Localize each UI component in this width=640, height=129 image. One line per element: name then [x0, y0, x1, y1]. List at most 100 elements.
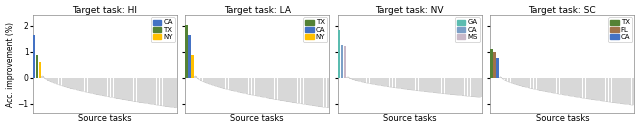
Title: Target task: SC: Target task: SC [529, 6, 596, 15]
Bar [188, 35, 191, 78]
Bar [349, 78, 352, 79]
Bar [528, 78, 531, 88]
Bar [203, 78, 205, 82]
Bar [76, 78, 79, 90]
Bar [355, 78, 358, 81]
Bar [113, 78, 116, 98]
Bar [499, 77, 502, 78]
Bar [540, 78, 542, 91]
Bar [47, 78, 50, 81]
Bar [557, 78, 559, 94]
Bar [534, 78, 536, 89]
Title: Target task: HI: Target task: HI [72, 6, 137, 15]
Bar [140, 78, 142, 103]
Bar [168, 78, 171, 107]
Bar [618, 78, 620, 103]
Bar [580, 78, 582, 98]
Bar [44, 78, 47, 79]
Bar [303, 78, 306, 104]
X-axis label: Source tasks: Source tasks [230, 114, 284, 123]
Bar [284, 78, 286, 101]
Bar [468, 78, 470, 96]
Bar [211, 78, 214, 85]
Bar [390, 78, 392, 87]
Bar [96, 78, 99, 95]
Bar [67, 78, 70, 88]
Bar [433, 78, 436, 93]
Bar [531, 78, 533, 89]
Bar [439, 78, 442, 93]
Legend: CA, TX, NY: CA, TX, NY [150, 17, 175, 42]
Bar [378, 78, 381, 85]
Bar [422, 78, 424, 91]
Bar [588, 78, 591, 99]
Bar [163, 78, 165, 106]
Bar [545, 78, 548, 92]
Bar [42, 76, 44, 78]
Bar [516, 78, 519, 85]
Bar [105, 78, 108, 96]
Bar [436, 78, 438, 93]
Bar [116, 78, 119, 99]
Bar [381, 78, 384, 86]
Bar [522, 78, 525, 87]
Bar [626, 78, 628, 104]
Bar [136, 78, 139, 102]
Bar [430, 78, 433, 92]
Bar [90, 78, 93, 93]
Bar [119, 78, 122, 99]
Bar [574, 78, 577, 97]
Bar [493, 52, 496, 78]
Bar [321, 78, 323, 107]
Bar [340, 45, 343, 78]
Bar [73, 78, 76, 89]
Bar [456, 78, 459, 95]
Bar [298, 78, 300, 103]
Bar [237, 78, 240, 92]
Bar [275, 78, 277, 100]
Bar [597, 78, 600, 100]
Bar [36, 55, 38, 78]
Bar [186, 25, 188, 78]
Bar [372, 78, 375, 84]
Bar [603, 78, 605, 101]
Bar [243, 78, 246, 93]
Bar [128, 78, 131, 101]
Bar [292, 78, 294, 103]
Bar [111, 78, 113, 98]
Bar [623, 78, 626, 104]
Bar [344, 46, 346, 78]
Bar [200, 78, 202, 81]
Bar [586, 78, 588, 99]
Bar [548, 78, 550, 92]
Bar [255, 78, 257, 96]
Bar [174, 78, 177, 108]
Bar [358, 78, 360, 81]
Bar [50, 78, 52, 82]
Bar [108, 78, 110, 97]
Bar [59, 78, 61, 85]
Bar [479, 78, 482, 97]
Bar [513, 78, 516, 84]
Bar [442, 78, 444, 94]
Bar [278, 78, 280, 100]
Bar [312, 78, 315, 106]
Bar [559, 78, 562, 94]
Bar [309, 78, 312, 105]
Bar [554, 78, 556, 93]
Bar [232, 78, 234, 91]
Bar [307, 78, 309, 105]
Bar [496, 58, 499, 78]
Bar [301, 78, 303, 104]
Bar [620, 78, 623, 104]
Bar [246, 78, 248, 94]
Legend: TX, CA, NY: TX, CA, NY [303, 17, 327, 42]
Legend: TX, FL, CA: TX, FL, CA [608, 17, 632, 42]
Bar [582, 78, 585, 98]
Bar [295, 78, 298, 103]
Bar [591, 78, 594, 100]
Bar [571, 78, 573, 96]
Bar [453, 78, 456, 95]
X-axis label: Source tasks: Source tasks [78, 114, 132, 123]
Bar [611, 78, 614, 103]
